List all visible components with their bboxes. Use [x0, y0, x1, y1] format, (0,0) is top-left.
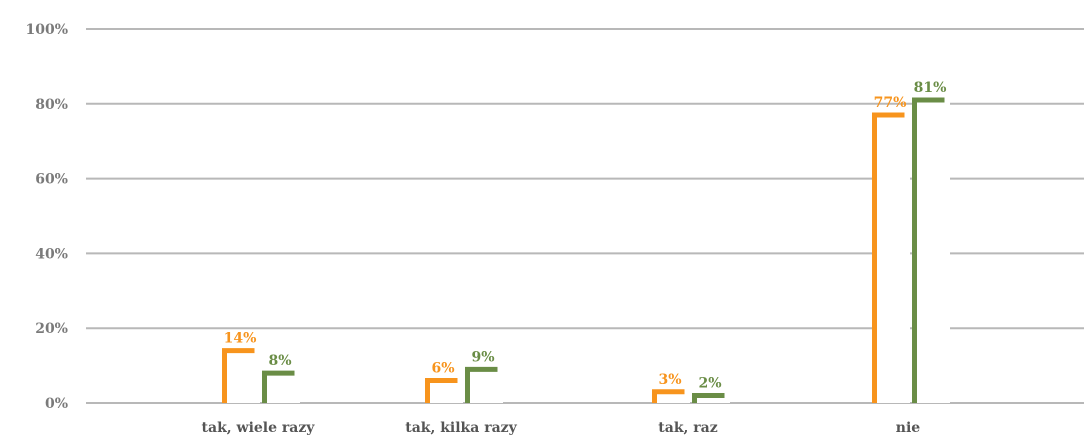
y-axis-ticks: 0% 20% 40% 60% 80% 100% — [25, 22, 68, 412]
y-tick-label: 20% — [35, 321, 68, 337]
y-tick-label: 80% — [35, 97, 68, 113]
data-label: 9% — [471, 349, 494, 365]
bar-series1-3 — [872, 112, 905, 403]
y-tick-label: 60% — [35, 172, 68, 188]
bar-mask — [465, 369, 503, 403]
y-tick-label: 40% — [35, 246, 68, 262]
data-label: 77% — [874, 95, 907, 111]
bar-series1-0 — [222, 348, 255, 403]
category-label: tak, kilka razy — [405, 420, 517, 436]
category-label: tak, raz — [658, 420, 717, 436]
bar-mask — [872, 115, 910, 404]
bar-series2-2 — [692, 393, 725, 403]
bar-mask — [262, 373, 300, 403]
data-label: 8% — [268, 353, 291, 369]
data-label: 2% — [698, 376, 721, 392]
data-label: 81% — [914, 80, 947, 96]
data-label: 3% — [658, 372, 681, 388]
bar-series1-2 — [652, 389, 685, 403]
bar-mask — [912, 100, 950, 403]
y-tick-label: 0% — [45, 396, 68, 412]
bar-series2-1 — [465, 366, 498, 403]
bar-series2-3 — [912, 97, 945, 403]
category-label: nie — [896, 420, 920, 436]
data-label: 6% — [431, 361, 454, 377]
bar-series1-1 — [425, 378, 458, 403]
category-labels-layer: tak, wiele razy tak, kilka razy tak, raz ni… — [202, 420, 921, 436]
bar-mask — [652, 391, 690, 403]
bars-layer — [222, 97, 950, 404]
data-label: 14% — [224, 331, 257, 347]
y-tick-label: 100% — [25, 22, 68, 38]
bar-series2-0 — [262, 370, 295, 403]
bar-mask — [222, 350, 260, 403]
data-labels-layer: 14% 6% 3% 77% 8% 9% 2% 81% — [224, 80, 947, 391]
bar-mask — [692, 395, 730, 403]
bar-mask — [425, 380, 463, 403]
category-label: tak, wiele razy — [202, 420, 316, 436]
